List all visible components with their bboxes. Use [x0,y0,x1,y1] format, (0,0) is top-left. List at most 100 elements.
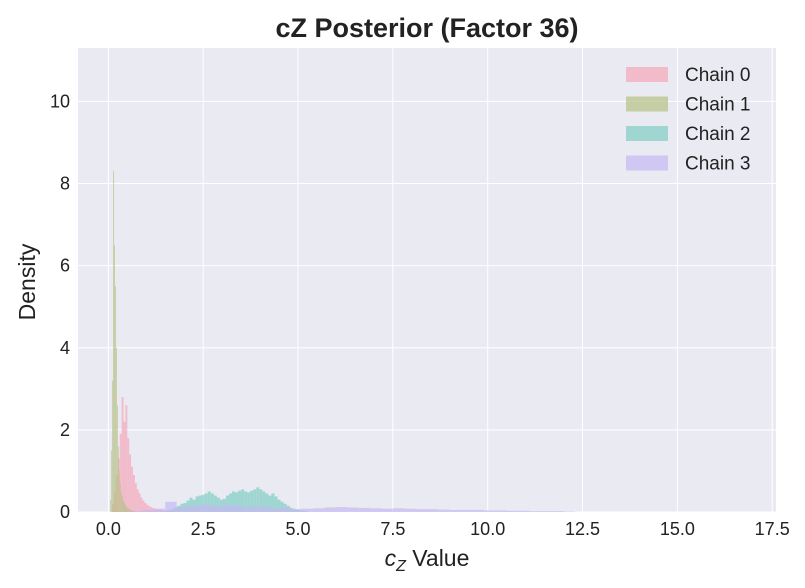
histogram-bar [256,487,260,512]
y-tick-label: 6 [60,256,70,276]
legend-swatch [626,126,668,141]
histogram-bar [256,506,268,512]
legend-swatch [626,96,668,112]
histogram-bar [129,454,132,512]
x-tick-label: 12.5 [565,519,600,539]
histogram-bar [324,507,336,512]
histogram-bar [128,508,130,512]
histogram-bar [232,491,236,512]
histogram-bar [116,405,118,512]
histogram-bar [449,509,462,512]
histogram-bar [118,470,120,512]
histogram-bar [301,508,314,512]
histogram-bar [241,489,245,512]
histogram-bar [233,505,245,512]
legend-label: Chain 0 [685,65,751,86]
histogram-bar [124,503,126,512]
histogram-bar [122,499,124,512]
histogram-bar [381,508,393,512]
y-tick-label: 2 [60,420,70,440]
histogram-bar [313,508,325,512]
histogram-bar [415,509,427,512]
histogram-bar [129,509,131,512]
histogram-bar [358,507,371,512]
histogram-bar [126,507,128,512]
histogram-bar [125,405,128,512]
series-3-bars [131,501,575,512]
histogram-bar [121,495,123,512]
histogram-bar [265,493,269,512]
legend-label: Chain 3 [685,154,751,175]
legend-label: Chain 2 [685,124,751,145]
histogram-bar [235,492,239,512]
histogram-bar [461,509,473,512]
histogram-bar [216,497,220,512]
y-tick-label: 0 [60,502,70,522]
histogram-bar [228,493,233,512]
histogram-bar [552,511,564,512]
y-tick-label: 4 [60,338,70,358]
legend: Chain 0 Chain 1 Chain 2 Chain 3 [626,65,751,175]
histogram-bar [238,490,242,512]
histogram-bar [207,491,211,512]
histogram-bar [268,495,272,512]
histogram-bar [110,499,112,512]
histogram-bar [277,499,281,512]
histogram-bar [176,507,189,512]
histogram-bar [225,495,229,512]
histogram-bar [213,495,217,512]
histogram-bar [204,493,208,512]
histogram-bar [201,494,205,512]
histogram-bar [253,489,257,512]
histogram-bar [347,507,359,512]
histogram-bar [199,504,211,512]
histogram-bar [506,510,519,512]
histogram-bar [125,505,127,512]
histogram-bar [133,475,135,512]
histogram-bar [267,507,280,512]
histogram-bar [247,492,251,512]
plot-background [78,48,776,512]
series-1-bars [110,171,135,512]
histogram-bar [123,421,126,512]
histogram-bar [136,489,139,512]
x-tick-label: 7.5 [380,519,405,539]
x-tick-label: 17.5 [755,519,790,539]
histogram-bar [529,511,541,512]
histogram-bar [250,490,254,512]
histogram-bar [404,508,416,512]
histogram-bar [222,505,234,512]
histogram-bar [472,509,484,512]
chart-title: cZ Posterior (Factor 36) [275,13,578,43]
histogram-bars [110,171,575,512]
y-tick-label: 8 [60,174,70,194]
histogram-bar [114,245,115,512]
x-axis-subscript: Z [395,558,407,575]
histogram-bar [134,483,137,512]
histogram-bar [144,502,147,512]
histogram-bar [438,509,450,512]
histogram-bar [195,496,199,512]
histogram-bar [114,286,116,512]
histogram-bar [198,495,202,512]
histogram-bar [113,171,115,512]
histogram-bar [150,507,152,512]
x-tick-label: 0.0 [96,519,121,539]
histogram-bar [259,489,263,512]
legend-label: Chain 1 [685,95,751,116]
histogram-bar [274,496,278,512]
histogram-bar [131,466,134,512]
histogram-bar [117,446,119,512]
histogram-bar [210,493,214,512]
histogram-bar [148,505,151,512]
histogram-bar [127,507,129,512]
series-2-bars [165,487,308,512]
histogram-bar [119,483,121,512]
histogram-bar [127,438,130,512]
histogram-bar [427,509,439,512]
histogram-bar [123,501,125,512]
legend-swatch [626,67,668,82]
x-tick-label: 10.0 [470,519,505,539]
histogram-bar [280,501,284,512]
